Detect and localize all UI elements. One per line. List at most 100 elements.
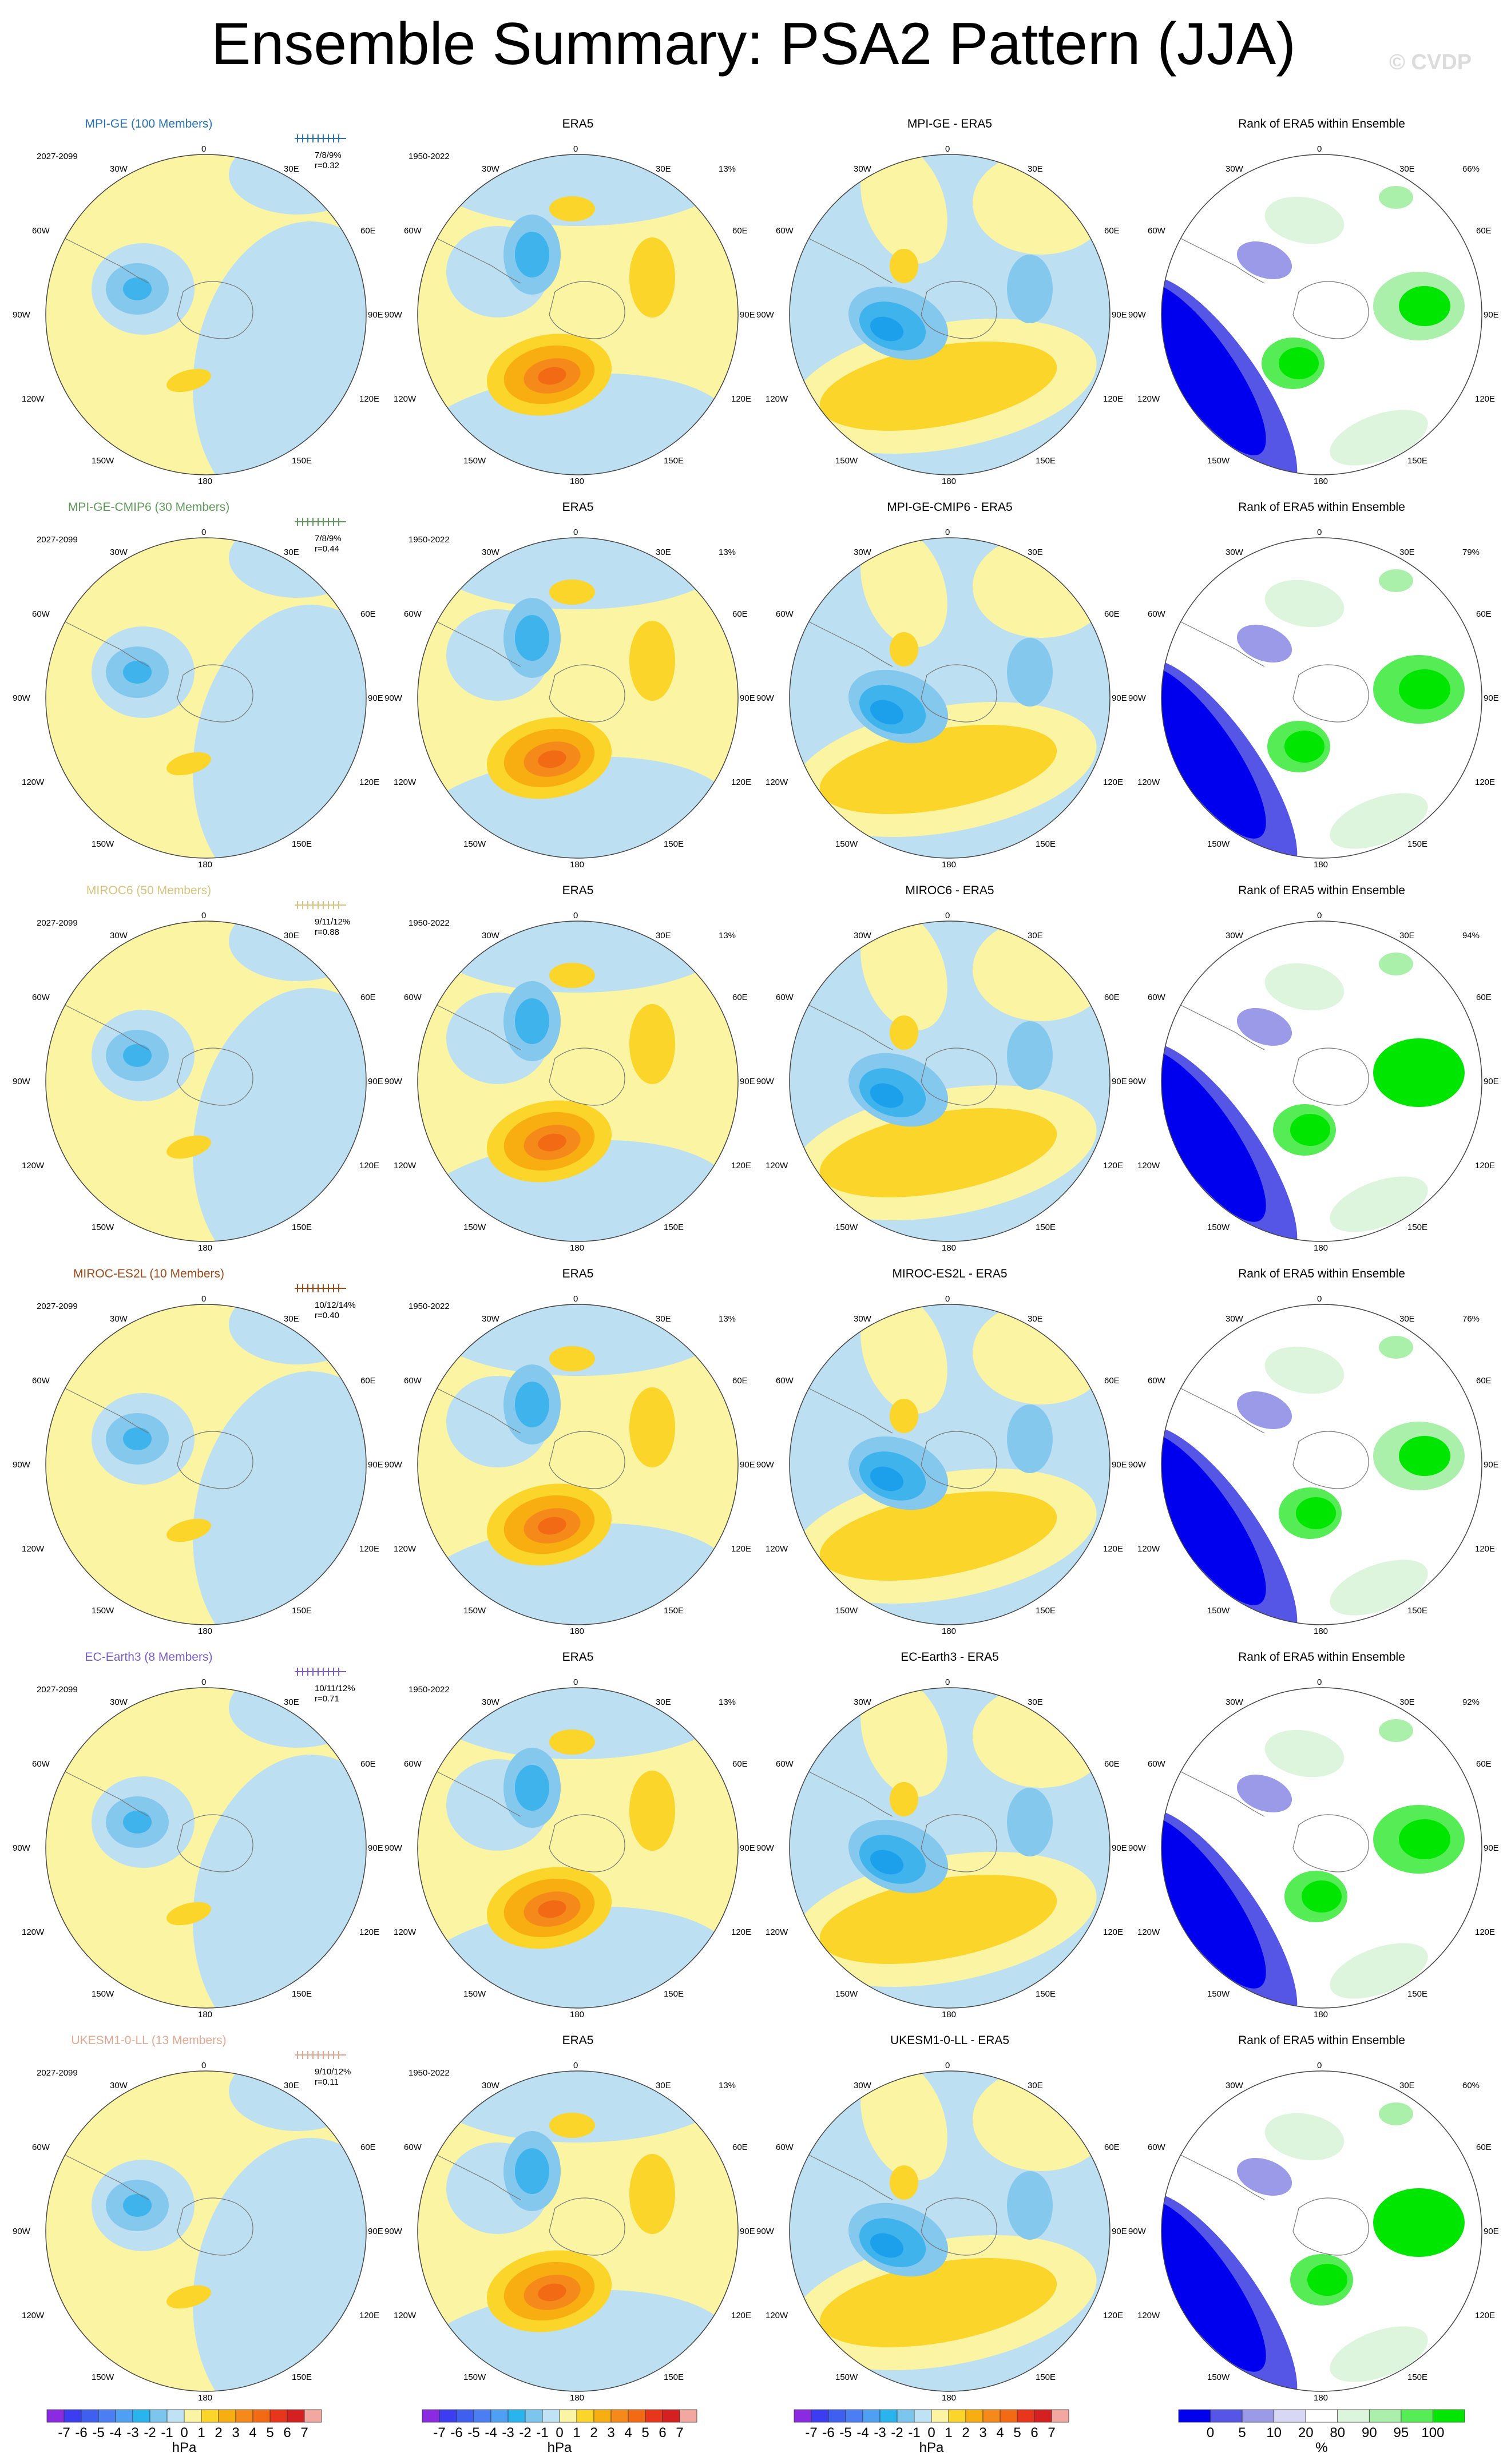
- model-title: MPI-GE (100 Members): [85, 117, 213, 130]
- lon-label-180: 180: [942, 2010, 957, 2019]
- lon-label-150w: 150W: [463, 1223, 486, 1232]
- south-america-outline: [423, 1381, 521, 1434]
- lon-label-60w: 60W: [404, 993, 422, 1002]
- era5-period: 1950-2022: [409, 918, 450, 928]
- lon-label-30w: 30W: [1226, 1314, 1243, 1324]
- map-boundary: [417, 1687, 739, 2009]
- lon-label-30e: 30E: [1028, 2081, 1043, 2090]
- lon-label-60e: 60E: [1104, 2142, 1120, 2152]
- map-boundary: [1161, 537, 1482, 859]
- colorbar-tick: 0: [1207, 2425, 1214, 2441]
- field-positive: [166, 1518, 211, 1542]
- era5-period: 1950-2022: [409, 2068, 450, 2078]
- colorbar-tick: 95: [1394, 2425, 1409, 2441]
- field-positive: [860, 154, 947, 264]
- panel-era5-row1: 1950-2022 13% ERA5 0 30W 30E 60W 60E 90W 90E 120W 1…: [384, 117, 755, 486]
- rank-region: [1399, 286, 1450, 326]
- colorbar-tick: 4: [996, 2425, 1004, 2441]
- lon-label-150e: 150E: [292, 1989, 312, 1999]
- lon-label-150w: 150W: [835, 1989, 858, 1999]
- map-boundary: [417, 1304, 739, 1625]
- lon-label-180: 180: [1314, 1243, 1328, 1253]
- colorbar-swatch: [628, 2409, 646, 2423]
- field-positive: [890, 1399, 918, 1433]
- rank-title: Rank of ERA5 within Ensemble: [1238, 501, 1405, 514]
- lon-label-0: 0: [201, 144, 207, 154]
- rank-region: [1379, 1336, 1413, 1359]
- lon-label-0: 0: [1317, 527, 1322, 537]
- lon-label-0: 0: [201, 2061, 207, 2070]
- field-negative: [1007, 1404, 1053, 1473]
- era5-title: ERA5: [562, 2034, 594, 2047]
- colorbar-swatch: [897, 2409, 915, 2423]
- field-positive: [890, 1782, 918, 1816]
- lon-label-30e: 30E: [1028, 1697, 1043, 1707]
- lon-label-30w: 30W: [1226, 1697, 1243, 1707]
- colorbar-tick: 2: [962, 2425, 969, 2441]
- colorbar-swatch: [1433, 2409, 1465, 2423]
- lon-label-180: 180: [1314, 2010, 1328, 2019]
- colorbar-swatch: [287, 2409, 305, 2423]
- rank-region: [1236, 2158, 1292, 2196]
- colorbar-tick: -7: [433, 2425, 445, 2441]
- colorbar-tick: 6: [659, 2425, 666, 2441]
- rank-region: [1399, 669, 1450, 709]
- pattern-correlation: r=0.88: [315, 927, 339, 937]
- field-positive: [538, 367, 566, 385]
- lon-label-0: 0: [201, 1294, 207, 1304]
- antarctica-outline: [549, 281, 625, 339]
- lon-label-120w: 120W: [394, 394, 417, 404]
- south-america-outline: [1167, 998, 1265, 1050]
- rank-region: [1379, 2102, 1413, 2125]
- lon-label-30e: 30E: [656, 2081, 671, 2090]
- panel-diff-row1: MPI-GE - ERA5 0 30W 30E 60W 60E 90W 90E 120W 120E…: [756, 117, 1127, 486]
- map-rank: [1161, 1304, 1482, 1625]
- map-rank: [1161, 537, 1482, 859]
- lon-label-120e: 120E: [1475, 394, 1496, 404]
- lon-label-30e: 30E: [656, 931, 671, 941]
- map-boundary: [45, 1304, 367, 1625]
- lon-label-90w: 90W: [384, 693, 402, 703]
- south-america-outline: [795, 1764, 893, 1817]
- lon-label-30e: 30E: [1399, 547, 1415, 557]
- lon-label-60e: 60E: [732, 1759, 748, 1769]
- lon-label-120e: 120E: [1103, 1544, 1124, 1554]
- lon-label-150w: 150W: [835, 1223, 858, 1232]
- lon-label-90w: 90W: [13, 693, 30, 703]
- rank-region: [1379, 953, 1413, 975]
- lon-label-150e: 150E: [1407, 839, 1428, 849]
- colorbar-swatch: [46, 2409, 65, 2423]
- lon-label-30e: 30E: [656, 1314, 671, 1324]
- model-period: 2027-2099: [37, 1302, 78, 1311]
- panel-model-row6: 2027-2099 9/10/12% r=0.11 UKESM1-0-LL (13 M…: [13, 2034, 383, 2403]
- lon-label-150e: 150E: [1407, 1989, 1428, 1999]
- map-diff: [789, 154, 1111, 475]
- lon-label-30e: 30E: [1399, 164, 1415, 174]
- colorbar-swatch: [166, 2409, 185, 2423]
- pattern-correlation: r=0.11: [315, 2077, 339, 2087]
- colorbar-swatch: [879, 2409, 898, 2423]
- rank-region: [1161, 1433, 1266, 1605]
- lon-label-0: 0: [573, 527, 578, 537]
- lon-label-150e: 150E: [292, 2372, 312, 2382]
- lon-label-150w: 150W: [92, 1989, 114, 1999]
- lon-label-120w: 120W: [394, 1161, 417, 1171]
- map-rank: [1161, 920, 1482, 1242]
- era5-pct: 13%: [719, 2081, 736, 2090]
- pattern-stats: 9/11/12%: [315, 917, 351, 927]
- lon-label-60w: 60W: [776, 993, 794, 1002]
- lon-label-90w: 90W: [13, 2227, 30, 2236]
- rank-region: [1330, 2326, 1428, 2382]
- colorbar-swatch: [1274, 2409, 1306, 2423]
- field-positive: [549, 196, 595, 221]
- antarctica-outline: [921, 281, 997, 339]
- lon-label-120e: 120E: [359, 1544, 380, 1554]
- field-negative: [123, 1044, 152, 1067]
- lon-label-150w: 150W: [463, 839, 486, 849]
- lon-label-90w: 90W: [756, 693, 774, 703]
- field-positive: [549, 1346, 595, 1371]
- colorbar-model-hpa: -7 -6 -5 -4 -3 -2 -1 0 1 2 3 4 5 6 7 hPa: [46, 2409, 322, 2455]
- lon-label-90e: 90E: [740, 1460, 755, 1470]
- colorbar-tick: 7: [300, 2425, 308, 2441]
- lon-label-30w: 30W: [482, 931, 499, 941]
